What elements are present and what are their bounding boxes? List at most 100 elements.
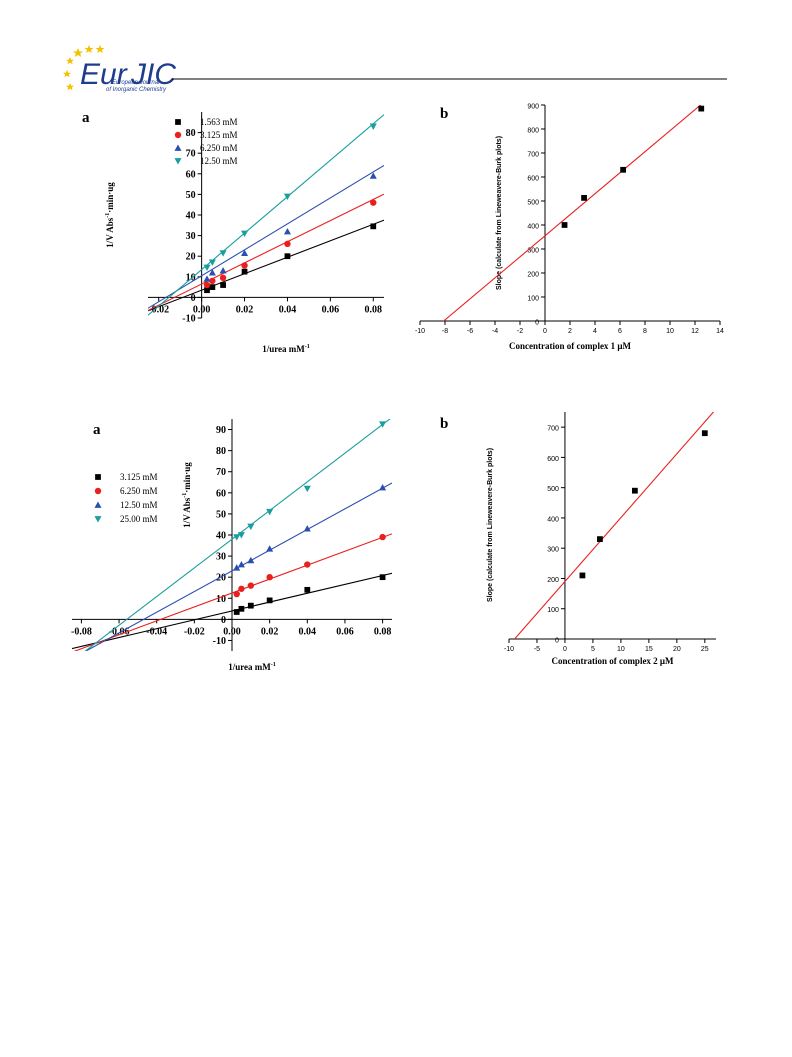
series-3-125-mM-point-4 [284,240,291,248]
series-1-563-mM-fit-line [148,219,384,312]
series-3-125-mM-point-0 [203,281,211,289]
journal-header: Eur JIC European Journal of Inorganic Ch… [0,0,792,100]
x-tick-label: -10 [415,328,425,335]
y-axis-label-sup: -1 [182,493,188,498]
x-axis-label-text: 1/urea mM [228,662,271,672]
x-tick-label: 25 [701,646,709,653]
series-3-125-mM-point-3 [266,597,273,604]
series-6-250-mM-point-0 [233,590,240,598]
y-tick-label: 0 [535,320,539,327]
series-3-125-mM-fit-line [72,572,392,650]
series-6-250-mM-point-1 [238,585,245,592]
series-6-250-mM-point-2 [247,582,255,589]
series-6-250-mM-fit-line [73,533,392,651]
series-3-125-mM-point-5 [370,199,377,206]
y-tick-label: 80 [216,446,226,457]
series-0-point-3 [701,430,708,437]
series-3-125-mM-point-5 [379,574,386,581]
series-12-50-mM-point-1 [237,561,245,568]
journal-logo: Eur JIC European Journal of Inorganic Ch… [63,45,727,93]
series-1-563-mM-point-4 [284,253,291,260]
y-axis-label-post: ·min·ug [105,182,115,213]
y-tick-label: 70 [186,149,196,160]
x-tick-label: 12 [691,328,699,335]
x-tick-label: 0.04 [299,626,317,637]
y-tick-label: 30 [186,231,196,242]
logo-jic: JIC [130,58,176,91]
series-6-250-mM-point-5 [369,172,377,179]
legend-label: 12.50 mM [120,500,158,510]
series-3-125-mM-point-3 [241,262,248,269]
x-tick-label: 8 [643,328,647,335]
y-tick-label: -10 [182,314,195,325]
y-tick-label: 50 [186,190,196,201]
y-tick-label: 300 [547,547,559,554]
y-tick-label: 100 [527,296,539,303]
series-0-fit-line [513,412,715,639]
series-0-point-0 [561,222,568,228]
x-tick-label: 4 [593,328,597,335]
series-0-point-2 [620,166,627,173]
logo-subtitle-2: of Inorganic Chemistry [106,87,167,93]
y-tick-label: 40 [216,531,226,542]
series-3-125-mM-point-0 [233,609,240,615]
legend-label: 3.125 mM [200,130,238,140]
chart-fig2b: b -10 -5 0 5 10 15 20 25 0 100 200 300 400 500 600 700 Co… [440,412,716,666]
y-axis-label-text: 1/V Abs [105,217,115,248]
legend-0-point-legend [175,119,181,125]
series-25-00-mM-point-4 [303,485,311,493]
series-3-125-mM-point-2 [219,274,227,282]
series-6-250-mM-point-5 [379,533,386,541]
series-0-fit-line [442,105,702,321]
x-tick-label: -0.02 [184,626,205,637]
x-axis-label-sup: -1 [305,344,310,350]
chart-fig1a: a -0.02 0.00 0.02 0.04 0.06 0.08 -10 0 10 20 30 40 50… [82,110,384,354]
x-tick-label: 10 [617,646,625,653]
x-tick-label: -0.04 [146,626,167,637]
series-0-point-1 [597,536,603,542]
y-tick-label: 0 [191,293,196,304]
x-tick-label: -2 [517,328,523,335]
y-tick-label: 600 [547,456,559,463]
y-tick-label: 200 [547,577,559,584]
x-tick-label: 2 [568,328,572,335]
y-tick-label: 900 [527,104,539,111]
x-tick-label: 0.08 [365,304,383,315]
series-1-563-mM-point-5 [370,223,377,230]
logo-eur: Eur [80,58,128,91]
x-tick-label: 0.02 [236,304,254,315]
x-tick-label: -4 [492,328,498,335]
legend-1-point-legend [94,487,102,495]
x-tick-label: 6 [618,328,622,335]
y-tick-label: 40 [186,211,196,222]
series-12-50-mM-point-3 [241,230,249,238]
y-tick-label: 50 [216,509,226,520]
series-3-125-mM-point-1 [238,605,245,612]
series-6-250-mM-point-3 [266,573,273,581]
y-tick-label: 500 [547,486,559,493]
panel-letter: b [440,416,448,432]
legend-2-point-legend [94,501,102,508]
y-tick-label: 30 [216,552,226,563]
series-12-50-mM-point-5 [379,484,387,491]
series-0-point-2 [631,487,638,494]
x-tick-label: -0.08 [71,626,92,637]
x-axis-label: Concentration of complex 1 μM [509,341,632,351]
legend-1-point-legend [174,131,182,139]
x-tick-label: 20 [673,646,681,653]
series-12-50-mM-point-4 [283,193,291,200]
y-tick-label: 70 [216,467,226,478]
legend-2-point-legend [174,144,182,151]
y-tick-label: 600 [527,176,539,183]
y-tick-label: 300 [527,248,539,255]
x-axis-label-sup: -1 [271,662,276,668]
legend-label: 6.250 mM [120,486,158,496]
legend-label: 6.250 mM [200,143,238,153]
y-tick-label: 10 [216,594,226,605]
y-tick-label: -10 [213,636,226,647]
x-tick-label: 5 [591,646,595,653]
y-tick-label: 200 [527,272,539,279]
y-tick-label: 80 [186,128,196,139]
y-tick-label: 400 [547,516,559,523]
